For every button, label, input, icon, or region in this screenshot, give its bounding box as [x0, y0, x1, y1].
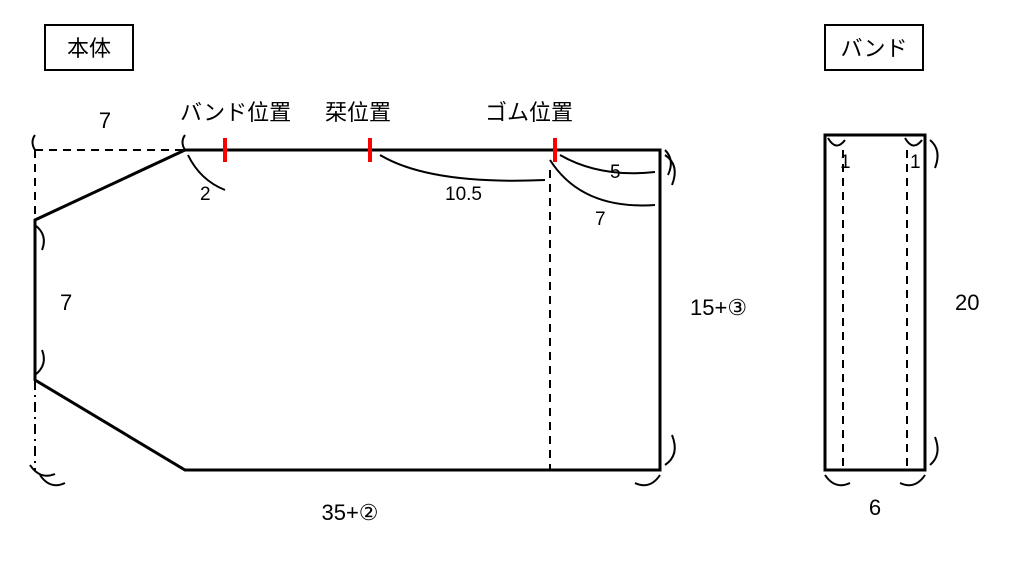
arc-tl-a — [33, 135, 36, 150]
pattern-diagram: 本体 バンド位置 栞位置 ゴム位置 7 2 10.5 5 7 7 15+③ 35… — [0, 0, 1024, 588]
main-title: 本体 — [67, 36, 111, 61]
band-arc-rt — [930, 140, 938, 168]
band-arc-br — [900, 475, 925, 485]
arc-b-l — [40, 475, 65, 485]
arc-ble — [30, 465, 55, 476]
dim-bottom: 35+② — [321, 500, 378, 525]
band-arc1b — [905, 138, 922, 146]
band-arc1a — [828, 138, 845, 146]
dim-left7: 7 — [60, 290, 72, 315]
band-dim-20: 20 — [955, 290, 979, 315]
dim-2: 2 — [200, 184, 211, 205]
arc-5 — [560, 155, 655, 173]
label-shiori-pos: 栞位置 — [325, 100, 391, 125]
dim-top7: 7 — [99, 108, 111, 133]
arc-tl-b — [183, 135, 186, 150]
arc-tr — [665, 150, 671, 175]
arc-b-r — [635, 475, 660, 485]
dim-right: 15+③ — [690, 295, 747, 320]
arc-r-bot — [665, 435, 675, 465]
main-body-outline — [35, 150, 660, 470]
band-title: バンド — [840, 36, 907, 61]
band-outline — [825, 135, 925, 470]
dim-105: 10.5 — [445, 184, 482, 205]
dim-7inner: 7 — [595, 209, 606, 230]
arc-105 — [380, 155, 545, 181]
band-dim-6: 6 — [869, 495, 881, 520]
arc-7b — [550, 160, 655, 205]
dim-5: 5 — [610, 162, 621, 183]
label-gom-pos: ゴム位置 — [485, 100, 573, 125]
band-dim-1a: 1 — [840, 152, 851, 173]
label-band-pos: バンド位置 — [180, 100, 291, 125]
band-arc-bl — [825, 475, 850, 485]
band-dim-1b: 1 — [910, 152, 921, 173]
band-arc-rb — [930, 437, 938, 465]
